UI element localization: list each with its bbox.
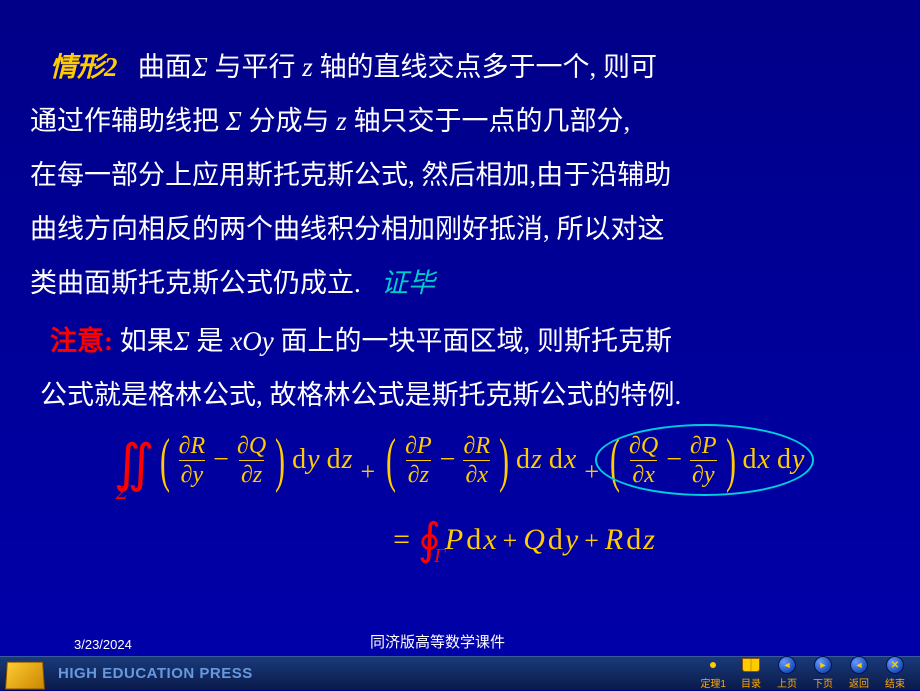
toc-icon: [740, 656, 762, 674]
nav-buttons: 定理1 目录 上页 下页 返回 结束: [700, 656, 906, 690]
slide-date: 3/23/2024: [74, 637, 132, 652]
plus-sign: +: [503, 526, 518, 555]
press-logo: [6, 657, 50, 691]
rhs-term: Pdx: [445, 523, 497, 556]
nav-toc[interactable]: 目录: [740, 656, 762, 690]
nav-label: 结束: [885, 675, 905, 690]
case-label: 情形2: [50, 52, 118, 82]
book-chest-icon: [5, 661, 45, 689]
nav-label: 上页: [777, 675, 797, 690]
note-label: 注意:: [50, 326, 113, 356]
nav-next[interactable]: 下页: [812, 656, 834, 690]
note-paragraph-2: 公式就是格林公式, 故格林公式是斯托克斯公式的特例.: [30, 368, 890, 422]
nav-end[interactable]: 结束: [884, 656, 906, 690]
paragraph-4: 曲线方向相反的两个曲线积分相加刚好抵消, 所以对这: [30, 202, 890, 256]
equals-sign: =: [393, 510, 410, 570]
rhs-term: Qdy: [523, 523, 578, 556]
integrand-terms: (∂R∂y−∂Q∂z)dy dz+(∂P∂z−∂R∂x)dz dx+(∂Q∂x−…: [155, 430, 807, 500]
back-icon: [848, 656, 870, 674]
paragraph-2: 通过作辅助线把 Σ 分成与 z 轴只交于一点的几部分,: [30, 94, 890, 148]
paragraph-1: 情形2 曲面Σ 与平行 z 轴的直线交点多于一个, 则可: [30, 40, 890, 94]
footer-bar: HIGH EDUCATION PRESS 定理1 目录 上页 下页 返回 结束: [0, 656, 920, 690]
nav-label: 下页: [813, 675, 833, 690]
end-icon: [884, 656, 906, 674]
formula-area: ∬Σ (∂R∂y−∂Q∂z)dy dz+(∂P∂z−∂R∂x)dz dx+(∂Q…: [30, 430, 890, 610]
paragraph-3: 在每一部分上应用斯托克斯公式, 然后相加,由于沿辅助: [30, 148, 890, 202]
nav-label: 返回: [849, 675, 869, 690]
slide-content: 情形2 曲面Σ 与平行 z 轴的直线交点多于一个, 则可 通过作辅助线把 Σ 分…: [0, 0, 920, 610]
nav-label: 目录: [741, 675, 761, 690]
line-integral-row: = ∮Γ Pdx+Qdy+Rdz: [30, 510, 890, 570]
paragraph-5: 类曲面斯托克斯公式仍成立. 证毕: [30, 256, 890, 310]
contour-integral-icon: ∮Γ: [418, 518, 441, 562]
prev-icon: [776, 656, 798, 674]
double-integral-icon: ∬Σ: [114, 439, 155, 491]
next-icon: [812, 656, 834, 674]
nav-prev[interactable]: 上页: [776, 656, 798, 690]
proof-done: 证毕: [381, 268, 435, 298]
nav-back[interactable]: 返回: [848, 656, 870, 690]
plus-sign: +: [360, 457, 375, 486]
press-name: HIGH EDUCATION PRESS: [58, 665, 253, 682]
rhs-terms: Pdx+Qdy+Rdz: [445, 510, 655, 570]
plus-sign: +: [584, 457, 599, 486]
integrand-term: (∂Q∂x−∂P∂y)dx dy: [605, 430, 806, 490]
note-paragraph-1: 注意: 如果Σ 是 xOy 面上的一块平面区域, 则斯托克斯: [30, 314, 890, 368]
nav-theorem1[interactable]: 定理1: [700, 656, 726, 690]
plus-sign: +: [584, 526, 599, 555]
integrand-term: (∂P∂z−∂R∂x)dz dx: [381, 430, 578, 490]
theorem1-icon: [702, 656, 724, 674]
integrand-term: (∂R∂y−∂Q∂z)dy dz: [155, 430, 355, 490]
slide-subtitle: 同济版高等数学课件: [370, 631, 505, 652]
rhs-term: Rdz: [605, 523, 655, 556]
surface-integral-row: ∬Σ (∂R∂y−∂Q∂z)dy dz+(∂P∂z−∂R∂x)dz dx+(∂Q…: [30, 430, 890, 500]
nav-label: 定理1: [700, 675, 726, 690]
